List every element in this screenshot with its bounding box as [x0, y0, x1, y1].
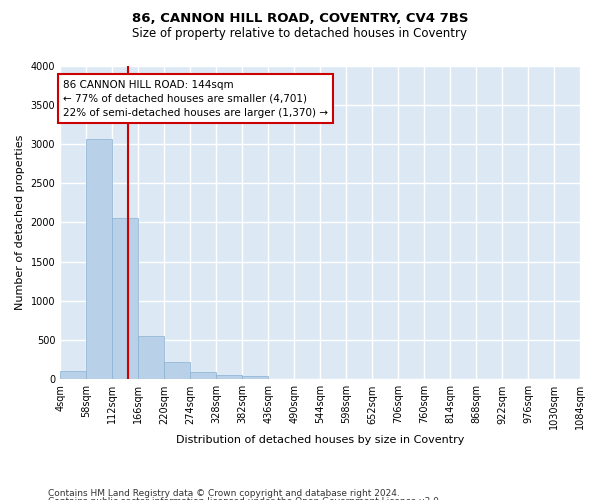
Bar [112, 218, 138, 380]
Bar [86, 140, 112, 380]
Text: Contains public sector information licensed under the Open Government Licence v3: Contains public sector information licen… [48, 497, 442, 500]
Bar [60, 372, 86, 380]
Bar [164, 362, 190, 380]
Bar [268, 378, 294, 380]
Text: Size of property relative to detached houses in Coventry: Size of property relative to detached ho… [133, 28, 467, 40]
Bar [190, 372, 216, 380]
X-axis label: Distribution of detached houses by size in Coventry: Distribution of detached houses by size … [176, 435, 464, 445]
Bar [138, 336, 164, 380]
Y-axis label: Number of detached properties: Number of detached properties [15, 135, 25, 310]
Bar [242, 376, 268, 380]
Text: 86 CANNON HILL ROAD: 144sqm
← 77% of detached houses are smaller (4,701)
22% of : 86 CANNON HILL ROAD: 144sqm ← 77% of det… [63, 80, 328, 118]
Bar [216, 375, 242, 380]
Text: 86, CANNON HILL ROAD, COVENTRY, CV4 7BS: 86, CANNON HILL ROAD, COVENTRY, CV4 7BS [132, 12, 468, 26]
Text: Contains HM Land Registry data © Crown copyright and database right 2024.: Contains HM Land Registry data © Crown c… [48, 488, 400, 498]
